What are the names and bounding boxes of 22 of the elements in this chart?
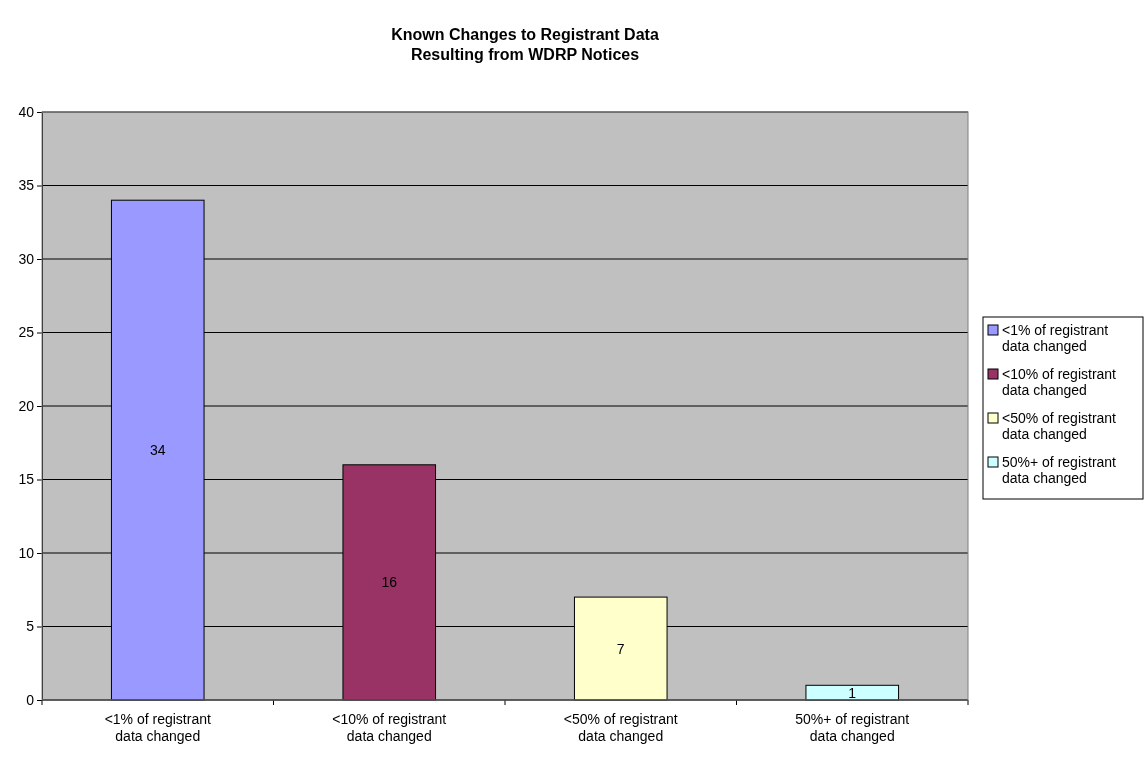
y-tick-label: 20 [18,397,35,414]
legend-label: <10% of registrant data changed [1002,366,1117,398]
y-tick-label: 40 [18,103,35,120]
y-tick-label: 15 [18,471,35,488]
y-tick-label: 35 [18,177,35,194]
data-label: 34 [149,442,166,459]
legend-label: <1% of registrant data changed [1002,322,1109,354]
y-tick-label: 25 [18,324,35,341]
x-tick-label: <1% of registrant data changed [104,711,211,744]
x-tick-label: <10% of registrant data changed [332,711,447,744]
chart-title: Known Changes to Registrant Data Resulting from WDRP Notices [391,26,659,63]
y-tick-label: 30 [18,250,35,267]
y-tick-label: 5 [26,618,35,635]
y-tick-label: 0 [26,691,35,708]
legend-label: <50% of registrant data changed [1002,410,1117,442]
data-label: 1 [848,684,857,701]
data-label: 16 [381,574,398,591]
y-tick-label: 10 [18,544,35,561]
x-tick-label: <50% of registrant data changed [563,711,678,744]
data-label: 7 [616,640,625,657]
legend-label: 50%+ of registrant data changed [1002,454,1117,486]
x-tick-label: 50%+ of registrant data changed [795,711,910,744]
